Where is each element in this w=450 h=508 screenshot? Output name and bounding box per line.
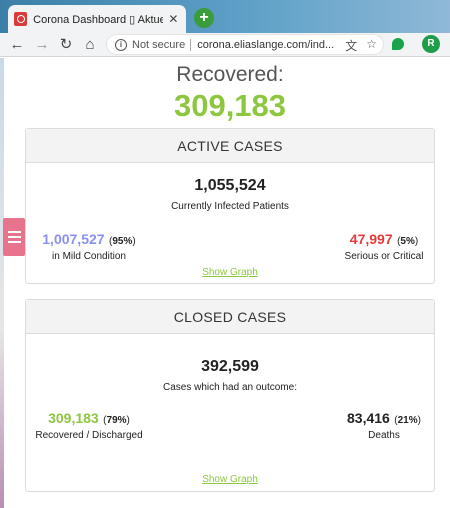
info-icon[interactable]: i [115,38,127,51]
closed-show-graph-link[interactable]: Show Graph [202,474,258,485]
deaths-stat: 83,416 (21%) Deaths [338,410,430,441]
deaths-value: 83,416 [347,410,390,426]
mild-condition-stat: 1,007,527 (95%) in Mild Condition [34,231,144,262]
active-show-graph-link[interactable]: Show Graph [202,267,258,278]
active-total-caption: Currently Infected Patients [171,201,289,212]
new-tab-button[interactable]: + [194,8,214,28]
tab-title: Corona Dashboard ▯ Aktuelle Da [33,13,163,26]
menu-toggle-button[interactable] [3,218,25,256]
window-edge [0,58,4,508]
closed-cases-header: CLOSED CASES [26,300,434,334]
mild-percent: 95% [112,236,133,247]
close-tab-icon[interactable]: ✕ [168,12,179,26]
recovered-caption: Recovered / Discharged [35,430,143,441]
forward-icon[interactable]: → [34,36,50,53]
recovered-value: 309,183 [173,88,287,123]
url-text[interactable]: corona.eliaslange.com/ind... [197,38,335,51]
profile-avatar[interactable]: R [422,35,440,53]
home-icon[interactable]: ⌂ [85,36,95,53]
mild-value: 1,007,527 [42,231,105,247]
browser-toolbar: ← → ↻ ⌂ i Not secure corona.eliaslange.c… [0,33,450,57]
extension-icon[interactable] [392,38,404,50]
deaths-caption: Deaths [368,430,400,441]
back-icon[interactable]: ← [9,36,25,53]
recovered-stat: 309,183 (79%) Recovered / Discharged [35,410,143,441]
serious-percent: 5% [400,236,415,247]
active-cases-header: ACTIVE CASES [26,129,434,163]
deaths-percent: 21% [397,415,418,426]
favicon-icon [14,12,28,26]
translate-icon[interactable]: 文 [345,39,358,53]
mild-caption: in Mild Condition [52,251,126,262]
hamburger-line [7,241,21,243]
recovered-percent: 79% [106,415,127,426]
not-secure-label: Not secure [132,38,186,51]
active-total: 1,055,524 [194,177,266,194]
hamburger-line [7,231,21,233]
serious-value: 47,997 [349,231,393,247]
divider [190,38,192,51]
recovered-label: Recovered: [176,63,284,86]
tab-corona-dashboard[interactable]: Corona Dashboard ▯ Aktuelle Da ✕ [8,5,186,33]
address-bar[interactable]: i Not secure corona.eliaslange.com/ind..… [106,34,384,55]
serious-caption: Serious or Critical [344,251,424,262]
serious-condition-stat: 47,997 (5%) Serious or Critical [338,231,430,262]
active-cases-card: ACTIVE CASES 1,055,524 Currently Infecte… [25,128,435,284]
page-content: Recovered: 309,183 ACTIVE CASES 1,055,52… [0,58,450,508]
closed-total: 392,599 [201,358,259,375]
tab-strip: Corona Dashboard ▯ Aktuelle Da ✕ + [0,0,450,33]
reload-icon[interactable]: ↻ [59,36,73,53]
recovered-discharged-value: 309,183 [48,410,99,426]
closed-total-caption: Cases which had an outcome: [163,382,297,393]
closed-cases-card: CLOSED CASES 392,599 Cases which had an … [25,299,435,492]
hamburger-line [7,236,21,238]
star-icon[interactable]: ☆ [366,37,377,51]
